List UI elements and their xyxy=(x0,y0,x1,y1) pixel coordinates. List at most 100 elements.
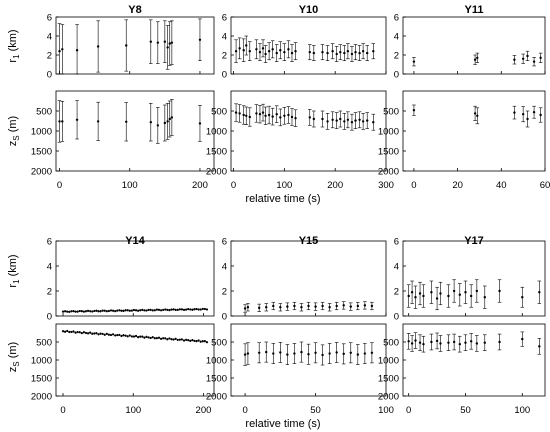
xtick-label: 100 xyxy=(276,180,292,191)
data-point xyxy=(312,51,316,55)
data-point xyxy=(156,124,160,127)
data-point xyxy=(264,114,267,118)
zs-point xyxy=(244,106,249,125)
data-point xyxy=(339,50,342,54)
r1-point xyxy=(128,309,131,312)
data-point xyxy=(361,50,365,53)
data-point xyxy=(248,50,252,53)
r1-point xyxy=(149,19,153,64)
zs-point xyxy=(72,330,75,333)
data-point xyxy=(125,44,128,47)
data-point xyxy=(156,41,160,44)
zs-point xyxy=(285,344,290,365)
r1-point xyxy=(346,43,350,60)
r1-point xyxy=(270,40,275,59)
r1-point xyxy=(521,53,525,64)
zs-point xyxy=(278,342,283,363)
zs-point xyxy=(122,334,125,337)
zs-point xyxy=(246,342,250,365)
zs-point xyxy=(170,338,173,341)
zs-point xyxy=(413,332,418,349)
data-point xyxy=(370,351,374,354)
data-point xyxy=(166,120,169,123)
zs-point xyxy=(363,343,367,364)
ylabel-zs-row-2: zS (m) xyxy=(7,342,21,372)
xtick-label: 0 xyxy=(242,405,247,416)
data-point xyxy=(279,116,282,119)
zs-point xyxy=(346,111,350,129)
r1-point xyxy=(512,55,517,65)
data-point xyxy=(439,342,442,345)
zs-point xyxy=(163,104,167,142)
r1-point xyxy=(413,285,418,309)
r1-point xyxy=(469,284,473,308)
r1-ytick-label: 6 xyxy=(222,13,227,24)
xlabel-row-2: relative time (s) xyxy=(245,418,320,430)
r1-point xyxy=(172,308,175,311)
zs-point xyxy=(156,107,160,144)
zs-ytick-label: 1000 xyxy=(31,356,52,367)
data-point xyxy=(300,350,303,354)
data-point xyxy=(61,120,64,123)
data-point xyxy=(286,305,289,308)
ylabel-zs-unit: (m) xyxy=(7,116,19,136)
ylabel-r1-main-2: r xyxy=(7,284,19,288)
zs-point xyxy=(418,334,422,351)
xtick-label: 60 xyxy=(540,180,550,191)
zs-point xyxy=(299,341,304,363)
r1-point xyxy=(438,281,443,306)
data-point xyxy=(418,341,422,344)
xtick-label: 20 xyxy=(452,180,463,191)
data-point xyxy=(343,120,346,123)
data-point xyxy=(258,113,262,116)
xtick-label: 200 xyxy=(192,180,208,191)
zs-point xyxy=(286,106,291,124)
data-point xyxy=(96,120,100,123)
r1-point xyxy=(82,310,85,313)
zs-point xyxy=(101,332,104,336)
zs-point xyxy=(412,104,416,116)
r1-point xyxy=(435,286,439,311)
zs-point xyxy=(128,334,131,337)
data-point xyxy=(521,296,524,299)
data-point xyxy=(346,50,350,53)
r1-point xyxy=(64,310,67,313)
data-point xyxy=(308,50,311,54)
r1-axes-frame xyxy=(402,16,546,75)
xtick-label: 300 xyxy=(378,180,394,191)
zs-point xyxy=(248,107,252,127)
r1-point xyxy=(72,310,75,313)
r1-point xyxy=(189,308,192,311)
zs-point xyxy=(137,336,140,339)
r1-point xyxy=(101,309,104,312)
zs-point xyxy=(290,108,294,126)
zs-point xyxy=(199,340,202,343)
zs-point xyxy=(189,339,192,343)
ylabel-r1-unit: (km) xyxy=(7,29,19,54)
data-point xyxy=(410,342,414,345)
data-point xyxy=(349,305,352,308)
r1-ytick-label: 2 xyxy=(47,51,52,62)
data-point xyxy=(245,114,248,118)
zs-point xyxy=(497,333,502,351)
data-point xyxy=(149,121,152,124)
data-point xyxy=(335,119,338,122)
zs-ytick-label: 500 xyxy=(211,338,227,349)
zs-axes-frame xyxy=(402,323,546,397)
r1-point xyxy=(278,303,283,312)
zs-point xyxy=(155,337,159,340)
zs-point xyxy=(274,105,279,123)
zs-point xyxy=(463,334,468,351)
r1-point xyxy=(537,280,542,304)
r1-ytick-label: 4 xyxy=(222,32,227,43)
zs-ytick-label: 1500 xyxy=(378,147,399,158)
data-point xyxy=(539,56,542,60)
r1-point xyxy=(237,37,242,60)
zs-point xyxy=(341,343,346,365)
r1-point xyxy=(338,44,343,61)
r1-point xyxy=(203,307,206,311)
r1-point xyxy=(267,42,271,61)
r1-point xyxy=(80,310,83,313)
data-point xyxy=(335,52,338,56)
r1-point xyxy=(263,45,268,63)
